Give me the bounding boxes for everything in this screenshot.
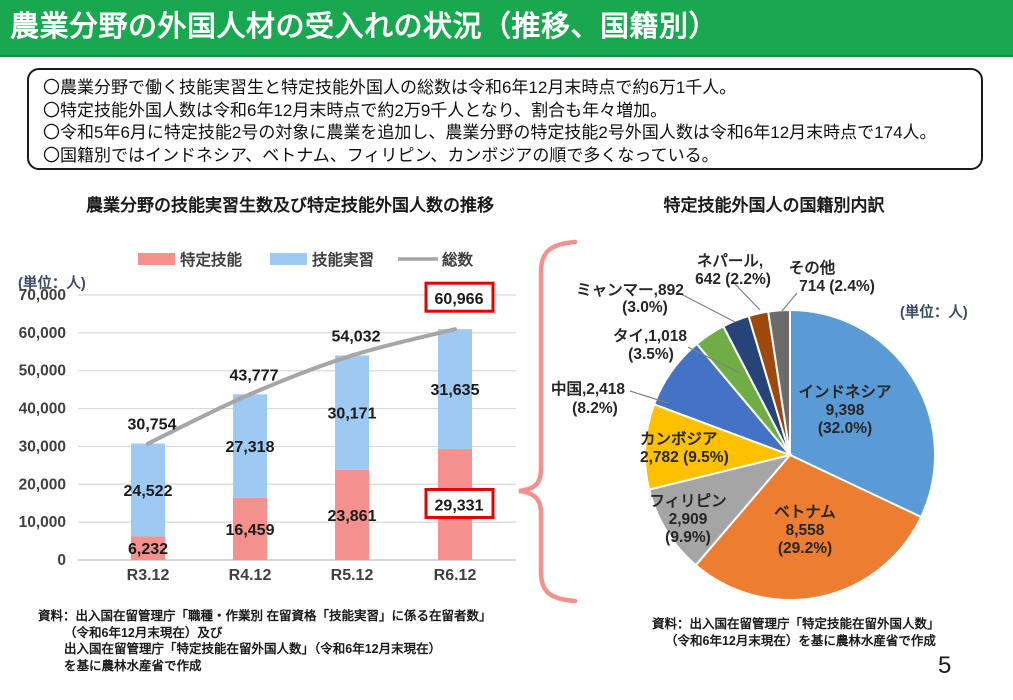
pie-label-ネパール: ネパール, 642 (2.2%) bbox=[695, 252, 771, 288]
highlight-box-tokutei bbox=[424, 487, 495, 519]
pie-chart-title: 特定技能外国人の国籍別内訳 bbox=[663, 196, 885, 215]
highlight-box-total bbox=[424, 281, 495, 313]
source-note-pie: 資料：出入国在留管理庁「特定技能在留外国人数」 （令和6年12月末現在）を基に農… bbox=[652, 616, 940, 649]
source-line: 資料：出入国在留管理庁「特定技能在留外国人数」 bbox=[652, 617, 940, 631]
summary-bullet: 〇国籍別ではインドネシア、ベトナム、フィリピン、カンボジアの順で多くなっている。 bbox=[43, 145, 719, 165]
pie-slice-カンボジア bbox=[644, 403, 794, 491]
source-line: 出入国在留管理庁「特定技能在留外国人数」（令和6年12月末現在） bbox=[64, 642, 442, 656]
summary-bullet: 〇特定技能外国人数は令和6年12月末時点で約2万9千人となり、割合も年々増加。 bbox=[43, 100, 668, 120]
pie-label-ミャンマー: ミャンマー,892 (3.0%) bbox=[576, 282, 684, 316]
x-tick-label: R5.12 bbox=[331, 567, 374, 584]
value-label-tokutei: 6,232 bbox=[128, 541, 168, 558]
bar-segment-tokutei bbox=[335, 469, 369, 560]
x-tick-label: R4.12 bbox=[229, 567, 272, 584]
y-tick-label: 10,000 bbox=[19, 514, 66, 531]
summary-box: 〇農業分野で働く技能実習生と特定技能外国人の総数は令和6年12月末時点で約6万1… bbox=[27, 68, 983, 170]
summary-bullet: 〇令和5年6月に特定技能2号の対象に農業を追加し、農業分野の特定技能2号外国人数… bbox=[43, 123, 937, 142]
y-tick-label: 50,000 bbox=[19, 363, 66, 380]
legend-swatch-tokutei bbox=[138, 253, 175, 265]
source-note-bar: 資料：出入国在留管理庁「職種・作業別 在留資格「技能実習」に係る在留者数」 （令… bbox=[38, 608, 491, 674]
pie-slice-インドネシア bbox=[789, 308, 936, 519]
value-label-ginou: 30,171 bbox=[328, 406, 377, 423]
x-tick-label: R6.12 bbox=[434, 567, 477, 584]
summary-bullet: 〇農業分野で働く技能実習生と特定技能外国人の総数は令和6年12月末時点で約6万1… bbox=[43, 78, 737, 97]
y-tick-label: 0 bbox=[57, 552, 66, 569]
y-tick-label: 40,000 bbox=[19, 401, 66, 418]
pie-label-フィリピン: フィリピン 2,909 (9.9%) bbox=[649, 492, 726, 546]
total-line bbox=[146, 327, 457, 446]
bar-segment-ginou bbox=[438, 329, 472, 449]
pie-slice-その他 bbox=[767, 308, 791, 456]
bar-segment-ginou bbox=[233, 394, 267, 498]
bar-segment-tokutei bbox=[233, 497, 267, 560]
source-line: 資料：出入国在留管理庁「職種・作業別 在留資格「技能実習」に係る在留者数」 bbox=[38, 609, 492, 623]
y-tick-label: 70,000 bbox=[19, 287, 66, 304]
y-tick-label: 20,000 bbox=[19, 476, 66, 493]
pie-chart: インドネシア 9,398 (32.0%) ベトナム 8,558 (29.2%) フィリピン 2… bbox=[551, 252, 968, 601]
value-label-ginou: 24,522 bbox=[124, 483, 173, 500]
pie-label-カンボジア: カンボジア 2,782 (9.5%) bbox=[640, 430, 729, 466]
value-label-ginou: 31,635 bbox=[431, 382, 480, 399]
bar-chart: 0 10,000 20,000 30,000 40,000 50,000 60,000 70,… bbox=[18, 250, 516, 584]
pie-label-タイ: タイ,1,018 (3.5%) bbox=[613, 327, 687, 363]
legend-label: 特定技能 bbox=[180, 250, 243, 269]
value-label-tokutei: 23,861 bbox=[328, 508, 377, 525]
pie-label-インドネシア: インドネシア 9,398 (32.0%) bbox=[798, 383, 891, 437]
bar-segment-tokutei bbox=[131, 536, 165, 560]
page-number: 5 bbox=[938, 652, 952, 679]
pie-slice-ベトナム bbox=[694, 453, 923, 601]
legend-label: 総数 bbox=[442, 250, 474, 269]
value-label-tokutei: 29,331 bbox=[435, 497, 484, 514]
source-line: （令和6年12月末現在）及び bbox=[64, 625, 223, 640]
value-label-total: 43,777 bbox=[230, 367, 279, 384]
value-label-tokutei: 16,459 bbox=[226, 522, 275, 539]
legend-swatch-ginou bbox=[270, 253, 307, 265]
bar-chart-legend: 特定技能 技能実習 総数 bbox=[138, 250, 474, 269]
pie-label-その他: その他 714 (2.4%) bbox=[789, 258, 875, 295]
value-label-total: 54,032 bbox=[332, 328, 381, 345]
bar-segment-ginou bbox=[335, 355, 369, 470]
pie-label-ベトナム: ベトナム 8,558 (29.2%) bbox=[774, 503, 836, 557]
brace-connector bbox=[518, 239, 578, 604]
source-line: （令和6年12月末現在）を基に農林水産省で作成 bbox=[665, 633, 936, 648]
leader-line bbox=[781, 292, 798, 312]
y-tick-label: 30,000 bbox=[19, 438, 66, 455]
bar-unit-label: (単位：人) bbox=[18, 274, 86, 292]
pie-slice-フィリピン bbox=[647, 453, 793, 567]
value-label-ginou: 27,318 bbox=[226, 439, 275, 456]
leader-line bbox=[732, 281, 761, 311]
page-title: 農業分野の外国人材の受入れの状況（推移、国籍別） bbox=[10, 11, 719, 43]
leader-line bbox=[629, 390, 669, 404]
pie-label-中国: 中国,2,418 (8.2%) bbox=[551, 379, 625, 417]
value-label-total: 30,754 bbox=[128, 417, 177, 434]
legend-label: 技能実習 bbox=[312, 250, 374, 269]
value-label-total: 60,966 bbox=[435, 291, 484, 308]
pie-unit-label: (単位：人) bbox=[900, 303, 968, 321]
bar-segment-ginou bbox=[131, 443, 165, 537]
y-tick-label: 60,000 bbox=[19, 325, 66, 342]
slide-header: 農業分野の外国人材の受入れの状況（推移、国籍別） bbox=[0, 0, 1013, 57]
x-tick-label: R3.12 bbox=[127, 567, 170, 584]
leader-line bbox=[687, 346, 741, 374]
source-line: を基に農林水産省で作成 bbox=[64, 658, 202, 673]
bar-chart-title: 農業分野の技能実習生数及び特定技能外国人数の推移 bbox=[86, 196, 494, 215]
leader-line bbox=[678, 292, 736, 323]
